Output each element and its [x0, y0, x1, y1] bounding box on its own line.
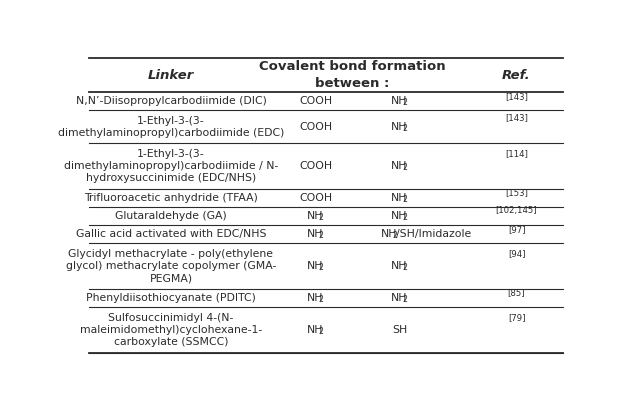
Text: [143]: [143] — [505, 113, 528, 122]
Text: NH: NH — [391, 211, 408, 221]
Text: NH: NH — [391, 293, 408, 303]
Text: NH: NH — [391, 161, 408, 171]
Text: NH: NH — [382, 229, 397, 239]
Text: /SH/Imidazole: /SH/Imidazole — [396, 229, 471, 239]
Text: Covalent bond formation
between :: Covalent bond formation between : — [259, 60, 446, 90]
Text: 2: 2 — [318, 231, 323, 240]
Text: COOH: COOH — [299, 193, 332, 203]
Text: 2: 2 — [402, 163, 407, 172]
Text: Gallic acid activated with EDC/NHS: Gallic acid activated with EDC/NHS — [76, 229, 266, 239]
Text: 2: 2 — [318, 327, 323, 336]
Text: [153]: [153] — [505, 188, 528, 197]
Text: 2: 2 — [318, 263, 323, 272]
Text: 2: 2 — [402, 213, 407, 222]
Text: 2: 2 — [402, 295, 407, 304]
Text: NH: NH — [307, 229, 324, 239]
Text: 2: 2 — [402, 98, 407, 107]
Text: COOH: COOH — [299, 96, 332, 106]
Text: NH: NH — [391, 193, 408, 203]
Text: Sulfosuccinimidyl 4-(N-
maleimidomethyl)cyclohexane-1-
carboxylate (SSMCC): Sulfosuccinimidyl 4-(N- maleimidomethyl)… — [80, 312, 262, 347]
Text: 1-Ethyl-3-(3-
dimethylaminopropyl)carbodiimide / N-
hydroxysuccinimide (EDC/NHS): 1-Ethyl-3-(3- dimethylaminopropyl)carbod… — [64, 148, 278, 183]
Text: [102,145]: [102,145] — [496, 207, 538, 215]
Text: Glycidyl methacrylate - poly(ethylene
glycol) methacrylate copolymer (GMA-
PEGMA: Glycidyl methacrylate - poly(ethylene gl… — [66, 249, 276, 283]
Text: NH: NH — [307, 325, 324, 335]
Text: Ref.: Ref. — [502, 69, 531, 82]
Text: COOH: COOH — [299, 122, 332, 132]
Text: [143]: [143] — [505, 92, 528, 101]
Text: N,N’-Diisopropylcarbodiimide (DIC): N,N’-Diisopropylcarbodiimide (DIC) — [76, 96, 266, 106]
Text: NH: NH — [307, 211, 324, 221]
Text: [79]: [79] — [508, 313, 526, 322]
Text: [94]: [94] — [508, 249, 526, 258]
Text: SH: SH — [392, 325, 407, 335]
Text: 2: 2 — [402, 123, 407, 133]
Text: Linker: Linker — [148, 69, 194, 82]
Text: NH: NH — [391, 122, 408, 132]
Text: 1-Ethyl-3-(3-
dimethylaminopropyl)carbodiimide (EDC): 1-Ethyl-3-(3- dimethylaminopropyl)carbod… — [58, 115, 284, 138]
Text: NH: NH — [391, 96, 408, 106]
Text: NH: NH — [307, 293, 324, 303]
Text: 2: 2 — [318, 213, 323, 222]
Text: Glutaraldehyde (GA): Glutaraldehyde (GA) — [115, 211, 227, 221]
Text: 2: 2 — [392, 231, 397, 240]
Text: 2: 2 — [402, 263, 407, 272]
Text: 2: 2 — [318, 295, 323, 304]
Text: [85]: [85] — [508, 289, 526, 297]
Text: [97]: [97] — [508, 225, 526, 234]
Text: [114]: [114] — [505, 149, 528, 158]
Text: 2: 2 — [402, 195, 407, 203]
Text: NH: NH — [391, 261, 408, 271]
Text: Phenyldiisothiocyanate (PDITC): Phenyldiisothiocyanate (PDITC) — [86, 293, 256, 303]
Text: Trifluoroacetic anhydride (TFAA): Trifluoroacetic anhydride (TFAA) — [84, 193, 258, 203]
Text: NH: NH — [307, 261, 324, 271]
Text: COOH: COOH — [299, 161, 332, 171]
